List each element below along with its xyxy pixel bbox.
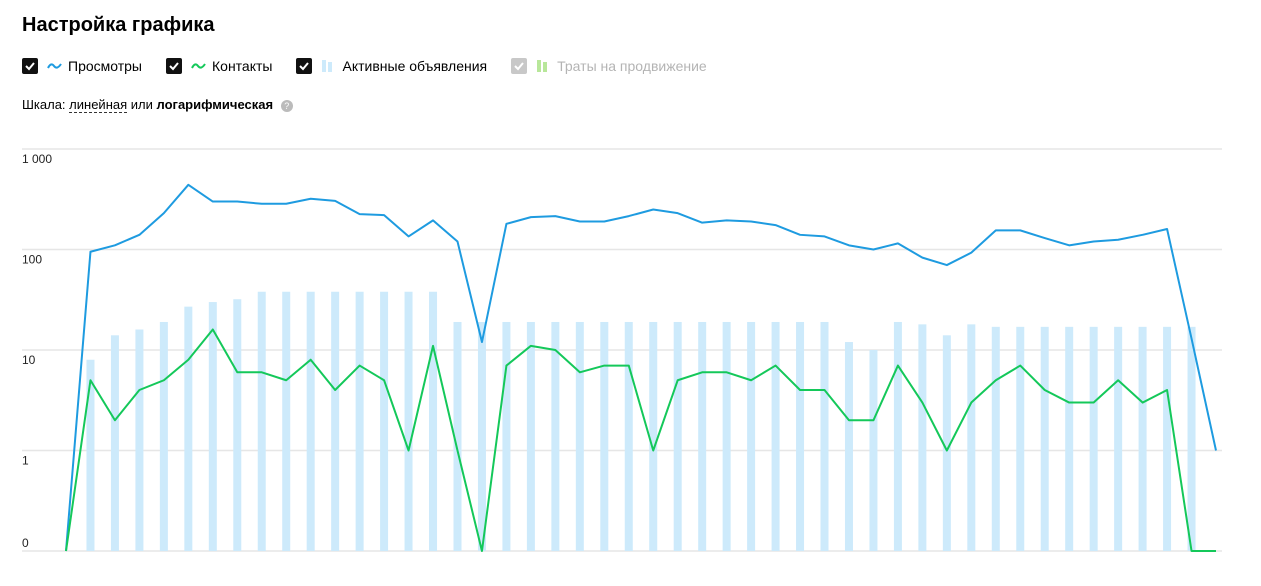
checkbox[interactable] [22,58,38,74]
bar [869,350,878,551]
bar [1187,326,1196,551]
bar [796,321,805,551]
y-tick-label: 1 000 [22,152,52,166]
scale-linear[interactable]: линейная [69,97,128,113]
legend-item[interactable]: Траты на продвижение [511,58,707,74]
scale-label: Шкала: [22,97,66,112]
bar [404,291,413,551]
bar [575,321,584,551]
bar [86,359,95,551]
series-line [65,183,1217,552]
legend: Просмотры Контакты Активные объявления Трат… [22,58,731,74]
bar [918,324,927,551]
legend-label: Просмотры [68,58,142,74]
bar [991,326,1000,551]
bar [1065,326,1074,551]
y-tick-label: 10 [22,353,36,367]
legend-label: Контакты [212,58,273,74]
bar [844,342,853,551]
bar [429,291,438,551]
bar [624,321,633,551]
bar [355,291,364,551]
checkbox[interactable] [296,58,313,74]
checkbox[interactable] [511,58,528,74]
bar [967,324,976,551]
bar [820,321,829,551]
bar [110,335,119,551]
bar [722,321,731,551]
y-tick-label: 100 [22,253,42,267]
legend-label: Траты на продвижение [557,58,707,74]
legend-icon [537,60,548,72]
bar [159,321,168,551]
scale-or: или [130,97,153,112]
legend-item[interactable]: Просмотры [22,58,142,74]
bar [1114,326,1123,551]
bar [649,321,658,551]
bar [526,321,535,551]
bar [1089,326,1098,551]
bar [477,321,486,551]
bar [257,291,266,551]
bar [184,306,193,551]
legend-icon [191,63,206,69]
bar [1138,326,1147,551]
scale-switch: Шкала: линейная или логарифмическая ? [22,97,293,113]
checkbox[interactable] [166,58,182,74]
bar [942,335,951,551]
scale-log[interactable]: логарифмическая [156,97,274,112]
legend-icon [322,60,333,72]
bar [673,321,682,551]
bar [233,299,242,551]
bar [1016,326,1025,551]
series-line [65,328,1216,552]
bar [600,321,609,551]
legend-label: Активные объявления [342,58,488,74]
bar [893,321,902,551]
bar [1040,326,1049,551]
bar [502,321,511,551]
bar [380,291,389,551]
page-title: Настройка графика [22,14,215,36]
bar [747,321,756,551]
legend-item[interactable]: Контакты [166,58,272,74]
y-tick-label: 0 [22,536,29,550]
bar [698,321,707,551]
bar [453,321,462,551]
bar [282,291,291,551]
help-icon[interactable]: ? [280,99,293,112]
bar [135,329,144,551]
bar [208,302,217,551]
legend-icon [47,63,62,69]
bar [331,291,340,551]
y-tick-label: 1 [22,454,29,468]
bar [306,291,315,551]
bar [551,321,560,551]
bar [1163,326,1172,551]
bar [771,321,780,551]
legend-item[interactable]: Активные объявления [296,58,487,74]
